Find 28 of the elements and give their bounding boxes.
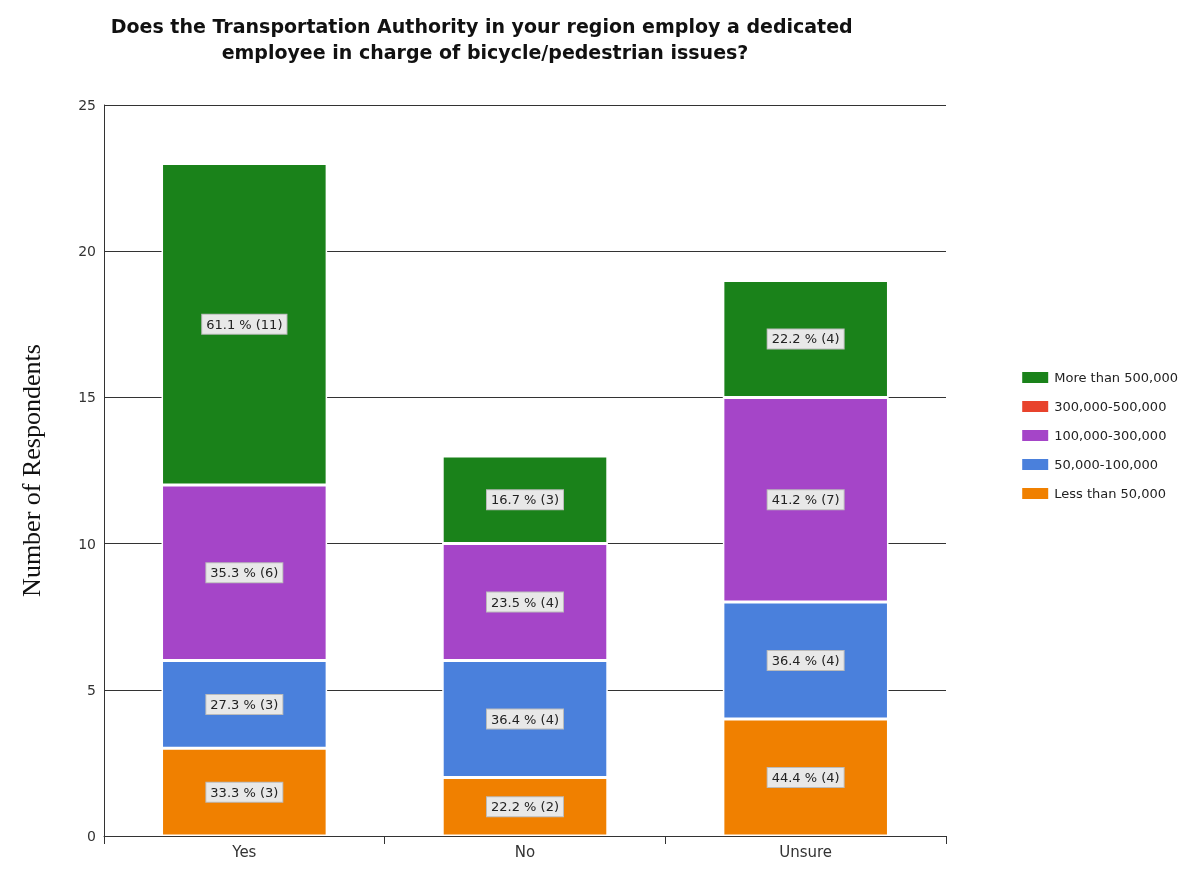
data-label: 16.7 % (3) bbox=[491, 492, 559, 508]
x-tick-label: No bbox=[514, 842, 536, 861]
legend-label: 300,000-500,000 bbox=[1054, 399, 1167, 414]
data-label: 61.1 % (11) bbox=[206, 316, 283, 332]
data-label: 44.4 % (4) bbox=[771, 770, 840, 786]
y-tick-label: 0 bbox=[87, 828, 96, 844]
legend-label: More than 500,000 bbox=[1054, 370, 1178, 385]
data-label: 22.2 % (2) bbox=[491, 799, 559, 815]
y-tick-label: 20 bbox=[78, 243, 96, 260]
y-tick-label: 25 bbox=[78, 97, 96, 113]
data-label: 27.3 % (3) bbox=[210, 696, 279, 712]
y-tick-label: 15 bbox=[78, 389, 96, 406]
chart-title: Does the Transportation Authority in your region employ a dedicated employee in charge of bicycle/pedestrian issues? bbox=[110, 15, 860, 63]
data-label: 33.3 % (3) bbox=[210, 784, 279, 800]
data-label: 35.3 % (6) bbox=[210, 565, 279, 581]
legend-label: 50,000-100,000 bbox=[1054, 457, 1159, 472]
x-tick-label: Yes bbox=[231, 842, 257, 861]
y-axis-title: Number of Respondents bbox=[16, 344, 46, 597]
data-label: 41.2 % (7) bbox=[771, 492, 840, 508]
data-label: 23.5 % (4) bbox=[491, 594, 559, 610]
x-tick-label: Unsure bbox=[779, 842, 833, 861]
legend-label: 100,000-300,000 bbox=[1054, 428, 1167, 443]
data-label: 36.4 % (4) bbox=[771, 653, 840, 669]
y-tick-label: 10 bbox=[78, 535, 96, 552]
data-label: 22.2 % (4) bbox=[771, 331, 840, 347]
data-label: 36.4 % (4) bbox=[491, 711, 559, 727]
y-tick-label: 5 bbox=[87, 681, 96, 698]
legend-label: Less than 50,000 bbox=[1054, 486, 1167, 501]
